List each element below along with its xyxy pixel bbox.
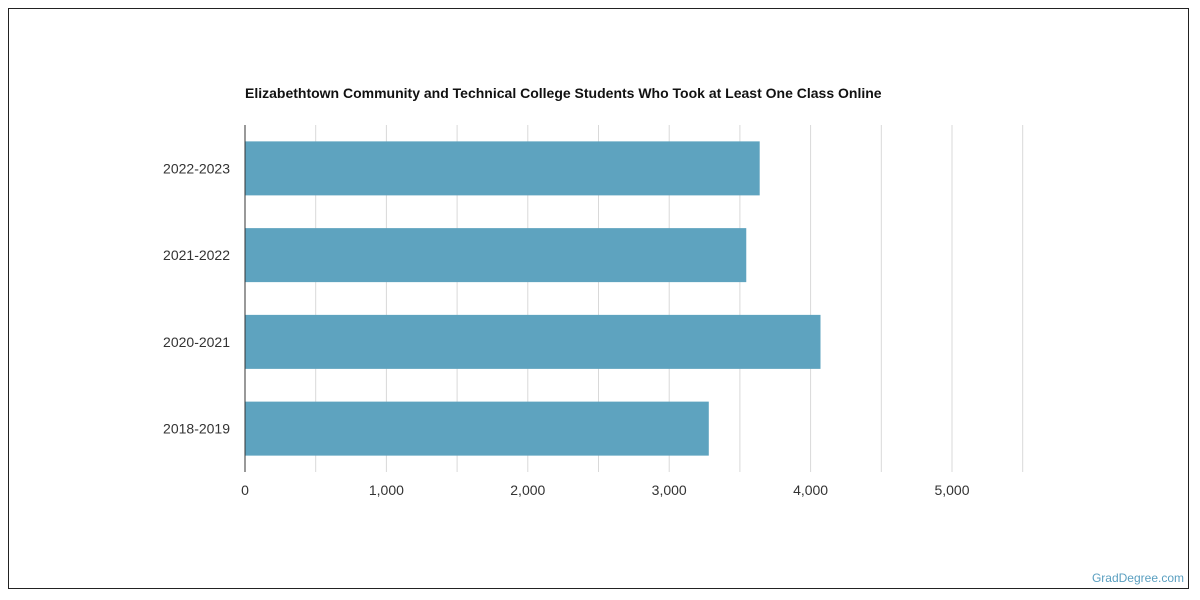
category-label: 2022-2023 [163,160,230,176]
x-tick-label: 2,000 [510,482,545,498]
chart-title: Elizabethtown Community and Technical Co… [245,85,882,101]
bar-2018-2019 [245,401,709,456]
source-credit-link[interactable]: GradDegree.com [1091,571,1184,585]
x-tick-label: 5,000 [934,482,969,498]
category-label: 2018-2019 [163,421,230,437]
x-tick-label: 0 [241,482,249,498]
x-tick-label: 3,000 [652,482,687,498]
category-label: 2020-2021 [163,334,230,350]
category-label: 2021-2022 [163,247,230,263]
bar-2020-2021 [245,314,821,369]
bar-2022-2023 [245,141,760,196]
bar-2021-2022 [245,228,747,283]
x-tick-label: 4,000 [793,482,828,498]
x-tick-label: 1,000 [369,482,404,498]
